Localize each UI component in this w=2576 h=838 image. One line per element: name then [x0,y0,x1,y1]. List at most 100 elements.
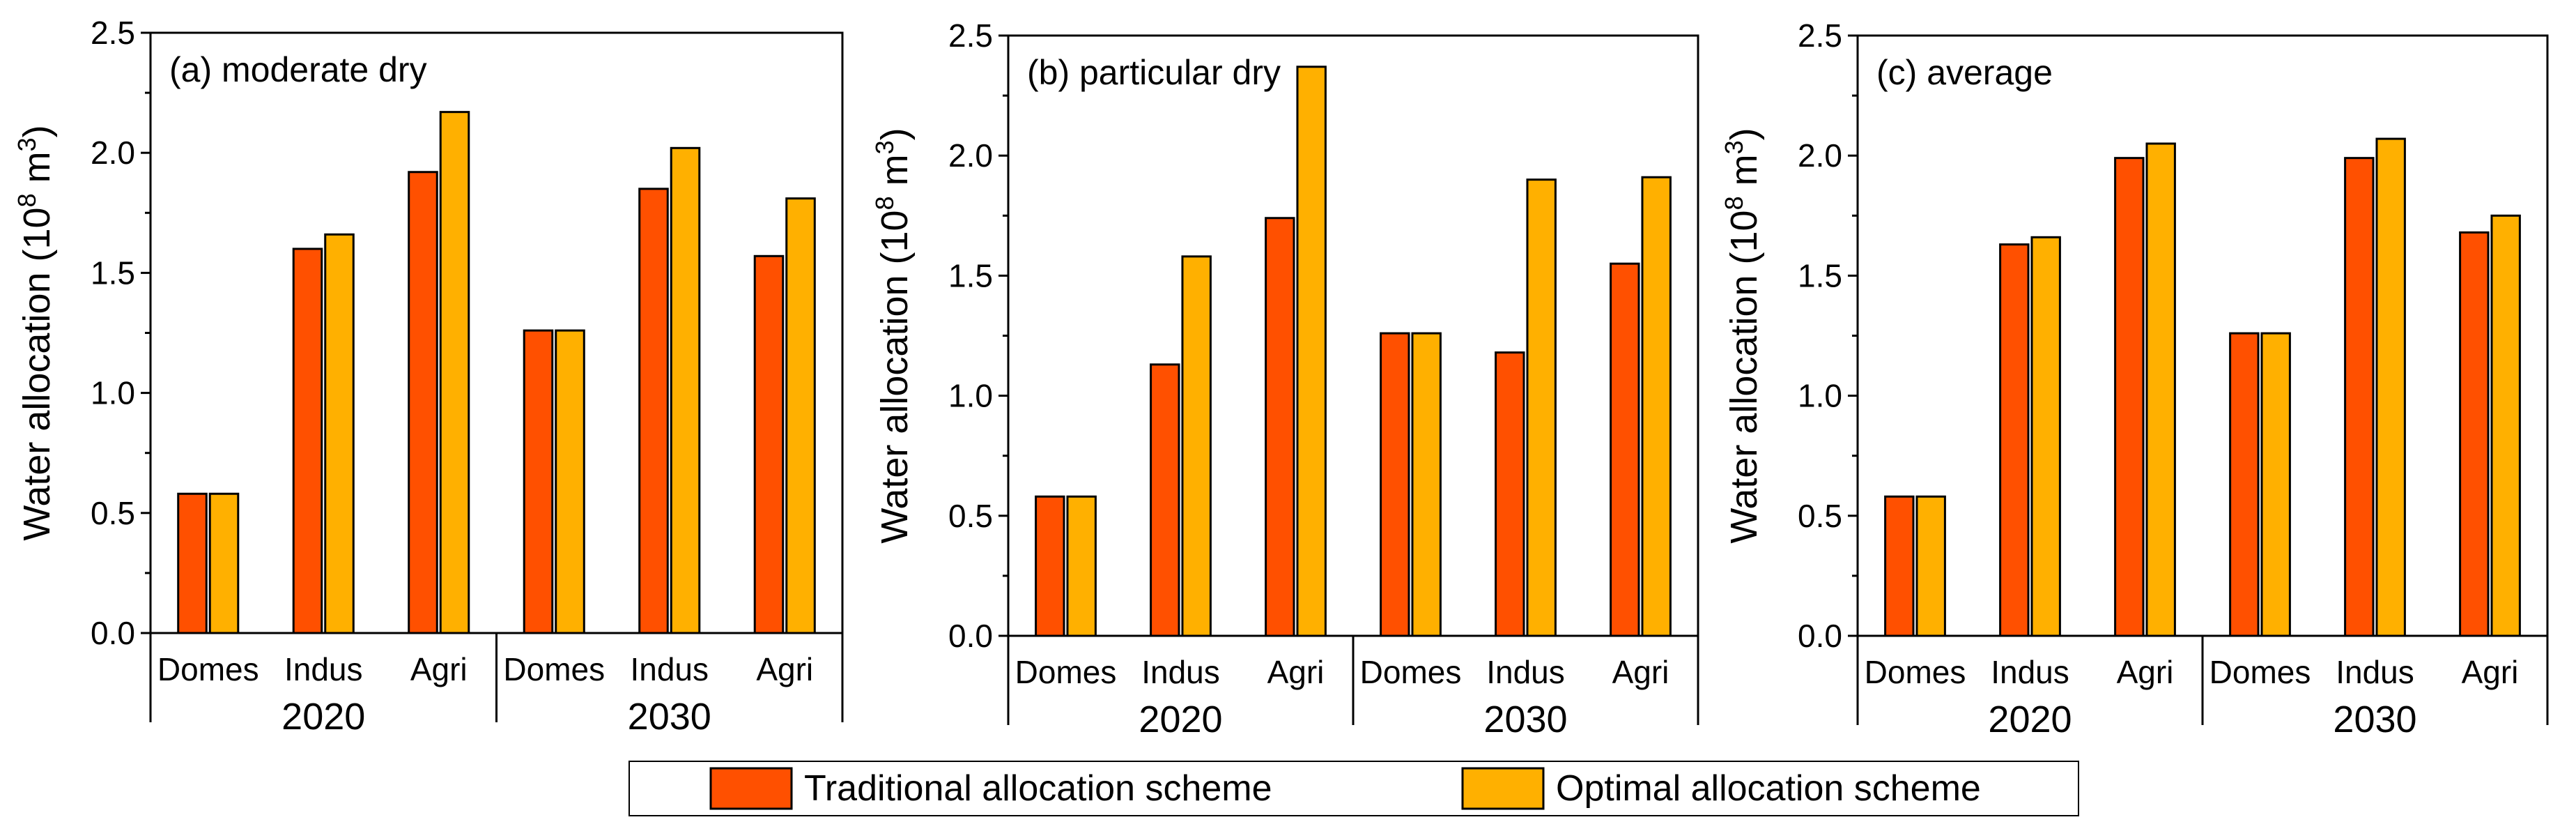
bar-traditional-indus-2030 [2344,157,2375,637]
panel-title: (b) particular dry [1027,53,1281,92]
plot-frame [1856,34,2549,637]
bar-traditional-indus-2030 [1495,351,1525,637]
bar-optimal-domes-2030 [1411,332,1442,637]
y-axis-label: Water allocation (108 m3) [1720,128,1766,543]
y-tick-label: 2.0 [948,137,993,174]
bar-traditional-domes-2020 [177,492,208,634]
y-axis-label-superscript: 3 [13,137,41,151]
x-category-label: Domes [1865,654,1966,690]
y-axis-label-part: Water allocation (10 [16,207,58,540]
plot-frame [149,31,844,634]
legend-box [628,761,2079,816]
y-tick-label: 1.0 [1798,378,1842,414]
y-tick-label: 2.0 [91,135,135,171]
bar-optimal-domes-2020 [1066,495,1097,637]
x-category-label: Indus [1486,654,1565,690]
legend: Traditional allocation scheme Optimal all… [628,761,2079,816]
y-axis-label-part: ) [16,125,58,137]
y-tick-label: 0.0 [91,615,135,651]
legend-swatch-traditional [709,767,793,810]
bar-traditional-indus-2020 [1150,363,1180,637]
x-category-label: Indus [284,651,363,687]
x-category-label: Domes [2209,654,2311,690]
bar-traditional-agri-2020 [1265,217,1295,637]
bar-optimal-agri-2030 [785,197,816,634]
x-category-label: Domes [1015,654,1117,690]
y-axis-label-part: ) [1723,128,1765,140]
x-group-label: 2020 [281,696,365,738]
plot-frame [1007,34,1699,637]
y-axis-label-superscript: 3 [1720,140,1748,154]
y-tick-label: 1.5 [1798,257,1842,294]
x-group-label: 2030 [2333,699,2416,740]
y-tick-label: 1.0 [91,375,135,411]
bar-traditional-domes-2020 [1035,495,1065,637]
y-axis-label-superscript: 8 [13,193,41,207]
bar-optimal-indus-2030 [670,146,701,634]
bar-optimal-agri-2030 [2490,214,2521,637]
bar-optimal-domes-2030 [2260,332,2291,637]
x-category-label: Indus [630,651,709,687]
y-axis-label-superscript: 8 [1720,196,1748,210]
y-axis-label-superscript: 3 [870,140,899,154]
panel-title: (a) moderate dry [169,50,427,89]
x-category-label: Domes [157,651,259,687]
y-tick-label: 1.5 [948,257,993,294]
chart-panel-2: 0.0 0.5 1.0 1.5 2.0 2.5 Water allocation (108 … [870,17,1699,740]
bar-traditional-agri-2030 [753,254,785,634]
x-group-label: 2020 [1988,699,2072,740]
y-tick-label: 2.5 [91,15,135,51]
bar-optimal-agri-2020 [2145,142,2176,637]
bar-optimal-domes-2020 [1915,495,1946,637]
legend-swatch-optimal [1461,767,1545,810]
bar-traditional-domes-2030 [2229,332,2260,637]
y-axis-label-part: Water allocation (10 [1723,210,1765,543]
bar-optimal-domes-2020 [208,492,240,634]
bar-traditional-domes-2030 [1380,332,1410,637]
bar-traditional-agri-2020 [408,171,438,634]
y-axis-label-part: m [16,151,58,193]
x-category-label: Agri [1612,654,1669,690]
y-axis-label: Water allocation (108 m3) [870,128,916,543]
y-tick-label: 2.5 [948,17,993,54]
x-category-label: Agri [410,651,468,687]
bar-optimal-agri-2020 [439,111,470,634]
x-group-label: 2020 [1139,699,1222,740]
x-group-label: 2030 [1483,699,1567,740]
bar-traditional-indus-2030 [638,188,669,634]
bar-optimal-indus-2030 [1526,178,1557,637]
chart-panel-3: 0.0 0.5 1.0 1.5 2.0 2.5 Water allocation (108 … [1720,17,2549,740]
bar-traditional-domes-2020 [1884,495,1915,637]
bar-traditional-agri-2020 [2114,157,2145,637]
x-category-label: Agri [756,651,813,687]
y-axis-label-part: ) [874,128,916,140]
bar-traditional-agri-2030 [2459,231,2490,637]
bar-optimal-agri-2020 [1296,66,1327,637]
y-tick-label: 0.5 [91,495,135,531]
y-tick-label: 0.5 [1798,498,1842,534]
x-category-label: Indus [1991,654,2069,690]
bar-optimal-indus-2030 [2375,137,2406,637]
y-tick-label: 2.0 [1798,137,1842,174]
bar-optimal-domes-2030 [555,329,585,634]
legend-label-traditional: Traditional allocation scheme [804,768,1272,809]
x-category-label: Agri [1267,654,1325,690]
bar-traditional-indus-2020 [292,247,323,634]
x-category-label: Agri [2462,654,2519,690]
bar-traditional-indus-2020 [1999,243,2030,637]
y-tick-label: 2.5 [1798,17,1842,54]
x-category-label: Domes [1360,654,1462,690]
y-axis-label-superscript: 8 [870,196,899,210]
y-axis-label-part: m [1723,154,1765,196]
y-axis-label-part: Water allocation (10 [874,210,916,543]
bar-traditional-domes-2030 [523,329,554,634]
y-axis-label-part: m [874,154,916,196]
x-category-label: Indus [1141,654,1220,690]
bar-optimal-indus-2020 [1181,255,1212,637]
y-tick-label: 0.5 [948,498,993,534]
y-tick-label: 1.0 [948,378,993,414]
panel-title: (c) average [1876,53,2053,92]
x-category-label: Domes [503,651,605,687]
bar-traditional-agri-2030 [1610,262,1640,637]
